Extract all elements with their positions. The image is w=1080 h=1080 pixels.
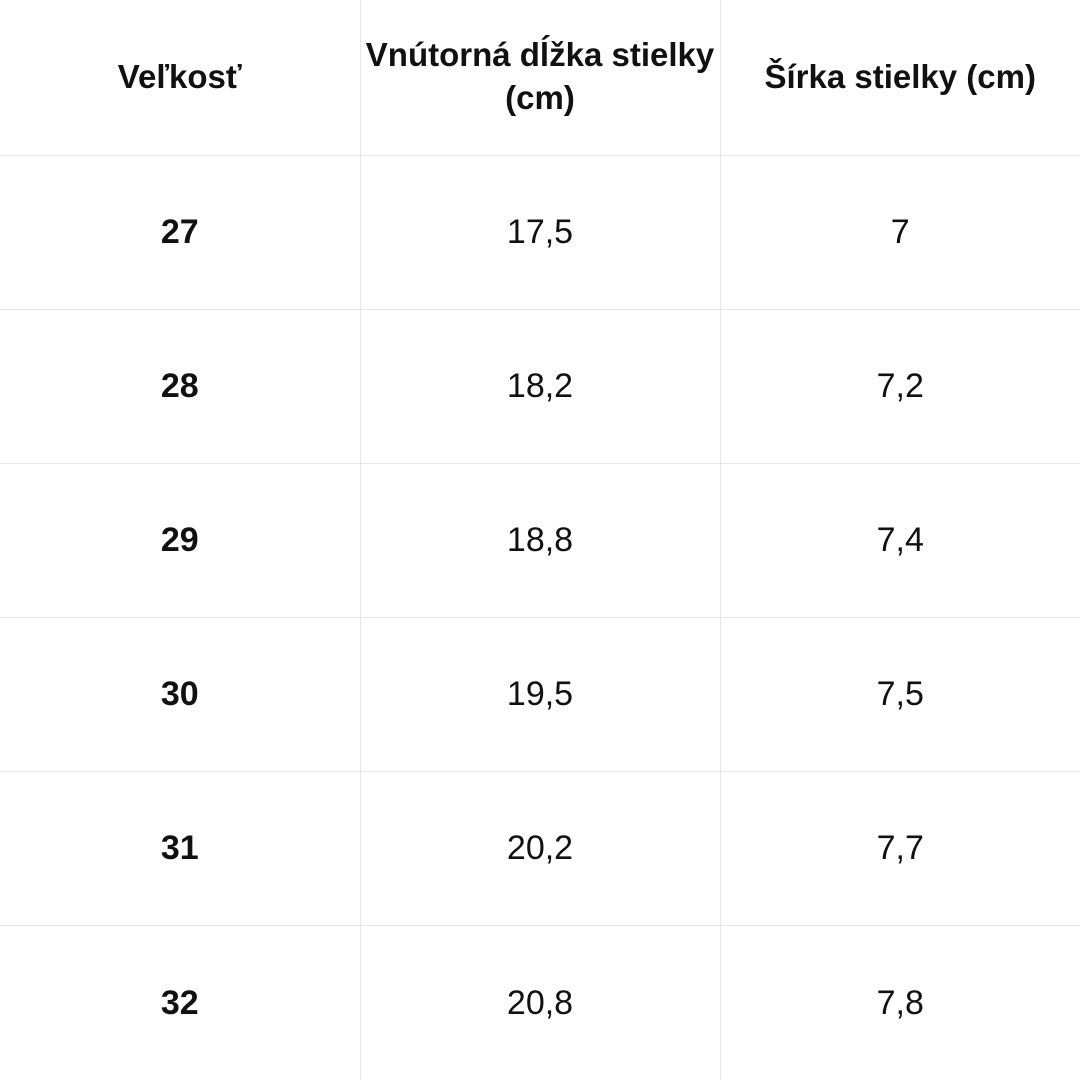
table-row: 31 20,2 7,7 xyxy=(0,771,1080,927)
length-cell: 20,2 xyxy=(359,771,721,927)
length-cell: 19,5 xyxy=(359,617,721,773)
header-insole-width: Šírka stielky (cm) xyxy=(719,0,1080,156)
length-cell: 18,8 xyxy=(359,462,721,619)
table-row: 28 18,2 7,2 xyxy=(0,308,1080,464)
size-cell: 29 xyxy=(0,462,361,619)
table-row: 29 18,8 7,4 xyxy=(0,462,1080,619)
size-cell: 28 xyxy=(0,308,361,464)
table-row: 27 17,5 7 xyxy=(0,154,1080,310)
header-insole-length: Vnútorná dĺžka stielky (cm) xyxy=(359,0,721,156)
width-cell: 7,5 xyxy=(719,617,1080,773)
table-row: 32 20,8 7,8 xyxy=(0,925,1080,1080)
size-cell: 30 xyxy=(0,617,361,773)
length-cell: 17,5 xyxy=(359,154,721,310)
size-cell: 32 xyxy=(0,925,361,1080)
size-cell: 31 xyxy=(0,771,361,927)
header-size: Veľkosť xyxy=(0,0,361,156)
length-cell: 18,2 xyxy=(359,308,721,464)
width-cell: 7,7 xyxy=(719,771,1080,927)
width-cell: 7 xyxy=(719,154,1080,310)
table-row: 30 19,5 7,5 xyxy=(0,617,1080,773)
length-cell: 20,8 xyxy=(359,925,721,1080)
table-header-row: Veľkosť Vnútorná dĺžka stielky (cm) Šírk… xyxy=(0,0,1080,156)
width-cell: 7,2 xyxy=(719,308,1080,464)
width-cell: 7,4 xyxy=(719,462,1080,619)
size-cell: 27 xyxy=(0,154,361,310)
width-cell: 7,8 xyxy=(719,925,1080,1080)
